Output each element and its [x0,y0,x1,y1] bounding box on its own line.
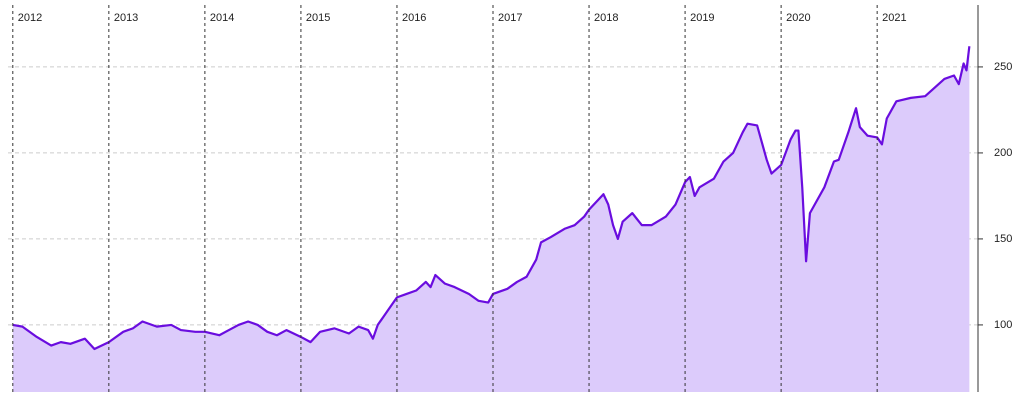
x-tick-label: 2018 [594,12,618,24]
y-tick-label: 100 [994,319,1012,331]
x-tick-label: 2016 [402,12,426,24]
x-tick-label: 2015 [306,12,330,24]
y-tick-label: 250 [994,61,1012,73]
x-tick-label: 2020 [786,12,810,24]
x-tick-label: 2021 [882,12,906,24]
x-tick-label: 2012 [18,12,42,24]
x-tick-label: 2013 [114,12,138,24]
line [12,46,971,351]
x-tick-label: 2019 [690,12,714,24]
area [12,46,970,392]
y-tick-label: 150 [994,233,1012,245]
x-tick-label: 2014 [210,12,234,24]
x-tick-label: 2017 [498,12,522,24]
y-tick-label: 200 [994,147,1012,159]
